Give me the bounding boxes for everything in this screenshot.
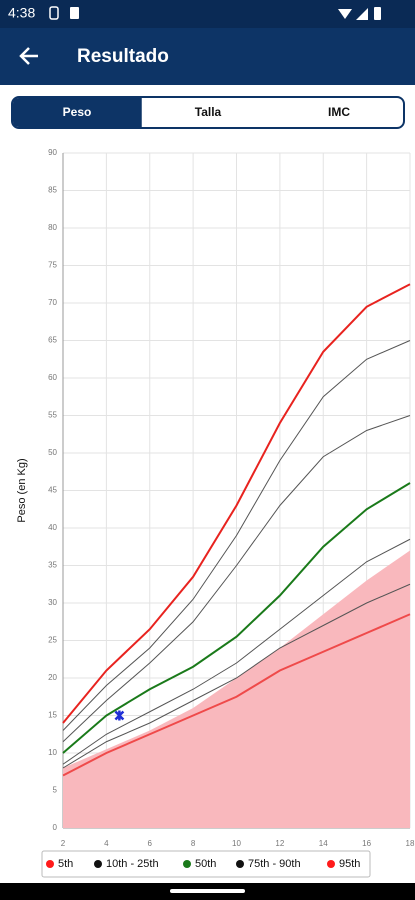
y-tick-label: 0 xyxy=(53,823,58,832)
y-tick-label: 35 xyxy=(48,561,57,570)
legend-box xyxy=(41,850,371,878)
signal-icon xyxy=(356,8,368,20)
y-tick-label: 30 xyxy=(48,598,57,607)
percentile-line xyxy=(62,415,411,743)
y-tick-label: 70 xyxy=(48,298,57,307)
area xyxy=(63,550,410,828)
y-axis-label: Peso (en Kg) xyxy=(16,458,28,522)
legend-label: 10th - 25th xyxy=(106,858,159,870)
tab-selected xyxy=(13,98,141,127)
y-tick-label: 45 xyxy=(48,486,57,495)
x-tick-label: 16 xyxy=(362,839,371,848)
legend-marker xyxy=(94,860,102,868)
y-tick-label: 65 xyxy=(48,336,57,345)
y-tick-label: 75 xyxy=(48,261,57,270)
app-title: Resultado xyxy=(77,46,169,67)
battery-icon xyxy=(374,7,381,20)
y-tick-label: 40 xyxy=(48,523,57,532)
x-tick-label: 10 xyxy=(232,839,241,848)
wifi-icon xyxy=(338,9,352,19)
y-tick-label: 10 xyxy=(48,748,57,757)
percentile-line xyxy=(62,538,411,765)
y-tick-label: 20 xyxy=(48,673,57,682)
y-tick-label: 80 xyxy=(48,223,57,232)
legend-label: 50th xyxy=(195,858,216,870)
app-bar xyxy=(0,28,415,85)
status-icon xyxy=(49,6,59,20)
legend-label: 75th - 90th xyxy=(248,858,301,870)
y-tick-label: 15 xyxy=(48,711,57,720)
y-tick-label: 90 xyxy=(48,148,57,157)
chart: 0 5 10 15 20 25 30 35 40 45 50 55 60 65 70 75 80 85 90 2 4 6 8… xyxy=(16,148,415,878)
percentile-line xyxy=(62,340,411,731)
x-tick-label: 18 xyxy=(406,839,415,848)
y-tick-label: 25 xyxy=(48,636,57,645)
legend-marker xyxy=(183,860,191,868)
y-tick-label: 60 xyxy=(48,373,57,382)
status-icon xyxy=(70,7,79,19)
legend-marker xyxy=(46,860,54,868)
back-button[interactable] xyxy=(19,47,38,65)
y-tick-label: 5 xyxy=(53,786,58,795)
legend-marker xyxy=(327,860,335,868)
percentile-line xyxy=(62,482,411,754)
y-tick-label: 85 xyxy=(48,186,57,195)
x-tick-label: 4 xyxy=(104,839,109,848)
tab[interactable]: IMC xyxy=(328,105,350,119)
status-bar xyxy=(0,0,415,28)
y-tick-label: 55 xyxy=(48,411,57,420)
y-tick-label: 50 xyxy=(48,448,57,457)
legend-label: 5th xyxy=(58,858,73,870)
tab[interactable]: Peso xyxy=(63,105,92,119)
tab[interactable]: Talla xyxy=(195,105,222,119)
home-indicator xyxy=(170,889,245,893)
percentile-line xyxy=(62,583,411,769)
x-tick-label: 6 xyxy=(148,839,153,848)
x-tick-label: 2 xyxy=(61,839,66,848)
percentile-line xyxy=(62,283,411,724)
legend-label: 95th xyxy=(339,858,360,870)
patient-point xyxy=(114,710,125,721)
x-tick-label: 14 xyxy=(319,839,328,848)
percentile-line xyxy=(62,613,411,777)
x-tick-label: 12 xyxy=(275,839,284,848)
status-time: 4:38 xyxy=(8,5,35,21)
legend-marker xyxy=(236,860,244,868)
x-tick-label: 8 xyxy=(191,839,196,848)
